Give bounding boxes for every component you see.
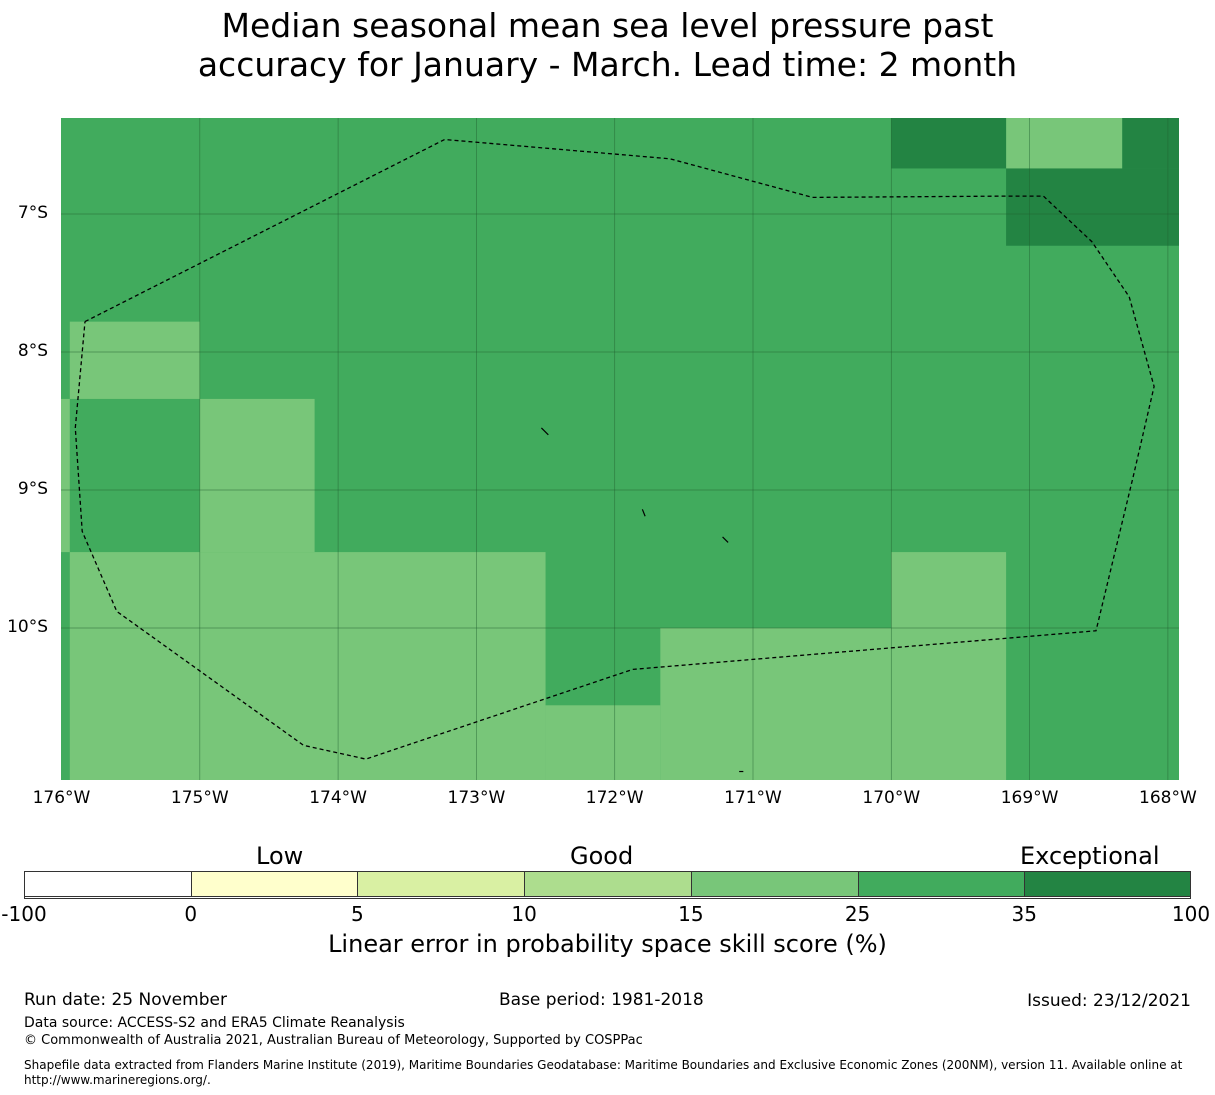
longitude-tick-label: 168°W xyxy=(1139,788,1197,808)
eez-boundary xyxy=(74,138,1155,760)
longitude-tick-label: 175°W xyxy=(170,788,229,808)
map-grid-cell xyxy=(545,705,661,780)
colorbar-label: Linear error in probability space skill … xyxy=(328,930,887,958)
map-grid-cell xyxy=(199,398,315,553)
map-grid-cell xyxy=(1006,168,1179,246)
longitude-tick-label: 170°W xyxy=(862,788,921,808)
colorbar-tick-label: 5 xyxy=(351,902,364,926)
shapefile-credit-line-2: http://www.marineregions.org/. xyxy=(24,1073,211,1087)
colorbar-tick-label: 100 xyxy=(1171,902,1211,926)
longitude-tick-label: 174°W xyxy=(309,788,367,808)
colorbar-tick-label: 10 xyxy=(511,902,537,926)
map-grid-cell xyxy=(660,628,892,780)
colorbar-swatch xyxy=(690,871,859,897)
longitude-tick-label: 172°W xyxy=(585,788,644,808)
map-grid-cell xyxy=(1006,118,1123,169)
longitude-tick-label: 171°W xyxy=(724,788,782,808)
map-grid-cell xyxy=(69,321,200,399)
colorbar-tick-label: 35 xyxy=(1011,902,1037,926)
colorbar-frame xyxy=(24,871,1191,899)
colorbar-tick-label: 0 xyxy=(184,902,198,926)
map-grid-cell xyxy=(1122,118,1179,169)
longitude-tick-label: 169°W xyxy=(1000,788,1059,808)
colorbar-tick-label: -100 xyxy=(1,902,47,926)
colorbar-category-low: Low xyxy=(256,842,304,870)
colorbar-swatch xyxy=(24,871,192,897)
colorbar-tick-label: 15 xyxy=(678,902,704,926)
island-outline xyxy=(641,509,646,517)
island-outline xyxy=(540,427,549,436)
map-grid-cell xyxy=(891,552,1007,780)
title-line-2: accuracy for January - March. Lead time:… xyxy=(197,45,1018,84)
colorbar-category-good: Good xyxy=(570,842,634,870)
title-line-1: Median seasonal mean sea level pressure … xyxy=(221,6,994,45)
longitude-tick-label: 173°W xyxy=(447,788,506,808)
latitude-tick-label: 10°S xyxy=(7,617,48,637)
shapefile-credit-line-1: Shapefile data extracted from Flanders M… xyxy=(24,1058,1183,1072)
latitude-tick-label: 8°S xyxy=(17,341,48,361)
colorbar-tick-label: 25 xyxy=(844,902,871,926)
latitude-tick-label: 7°S xyxy=(17,203,48,223)
island-outline xyxy=(722,536,729,543)
copyright-notice: © Commonwealth of Australia 2021, Austra… xyxy=(24,1033,643,1048)
data-source: Data source: ACCESS-S2 and ERA5 Climate … xyxy=(24,1015,405,1031)
run-date: Run date: 25 November xyxy=(24,990,227,1010)
latitude-tick-label: 9°S xyxy=(17,479,48,499)
map-grid-cell xyxy=(61,398,70,553)
map-grid-cell xyxy=(891,118,1007,169)
map-grid-cell xyxy=(69,552,546,780)
longitude-tick-label: 176°W xyxy=(32,788,91,808)
issued-date: Issued: 23/12/2021 xyxy=(1027,991,1191,1011)
colorbar-category-exceptional: Exceptional xyxy=(1020,842,1160,870)
base-period: Base period: 1981-2018 xyxy=(499,990,704,1010)
chart-title: Median seasonal mean sea level pressure … xyxy=(0,6,1215,84)
